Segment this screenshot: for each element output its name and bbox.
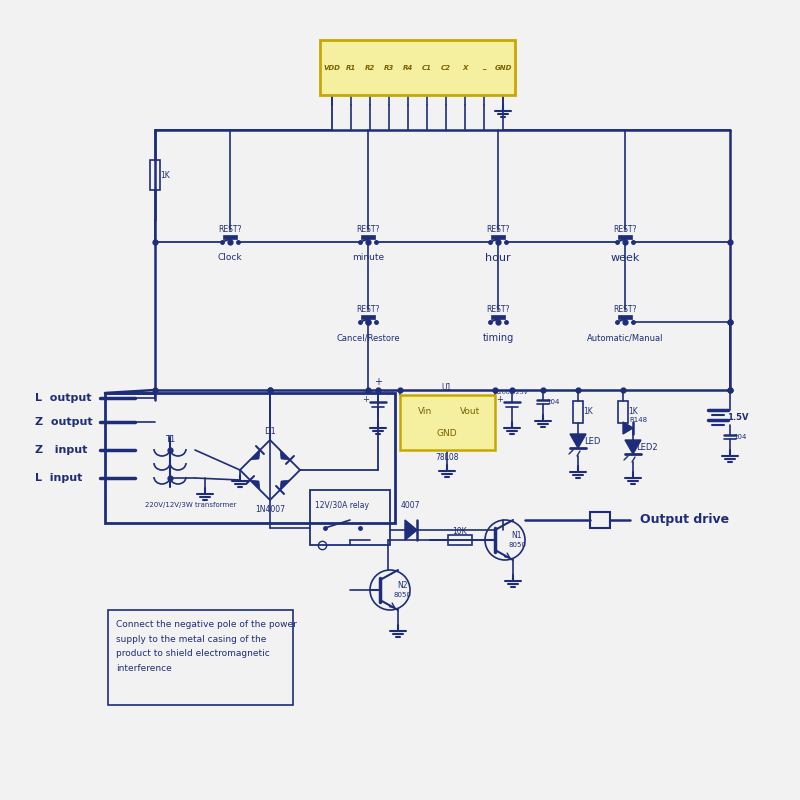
Bar xyxy=(223,235,237,239)
Text: L  input: L input xyxy=(35,473,82,483)
Text: 78L08: 78L08 xyxy=(435,454,458,462)
Bar xyxy=(310,490,390,545)
Bar xyxy=(361,315,375,319)
Text: timing: timing xyxy=(482,333,514,343)
Text: _: _ xyxy=(482,65,486,70)
Text: REST?: REST? xyxy=(218,226,242,234)
Text: D1: D1 xyxy=(264,427,276,437)
Text: 1.5V: 1.5V xyxy=(727,413,749,422)
Text: REST?: REST? xyxy=(614,306,637,314)
Text: Output drive: Output drive xyxy=(640,514,729,526)
Text: R4: R4 xyxy=(403,65,413,70)
Text: Automatic/Manual: Automatic/Manual xyxy=(586,334,663,342)
Text: L  output: L output xyxy=(35,393,91,403)
Bar xyxy=(320,40,515,95)
Text: minute: minute xyxy=(352,254,384,262)
Bar xyxy=(618,401,628,423)
Text: week: week xyxy=(610,253,640,263)
Text: R3: R3 xyxy=(384,65,394,70)
Text: hour: hour xyxy=(485,253,511,263)
Text: 1K: 1K xyxy=(583,407,593,417)
Bar xyxy=(108,610,293,705)
Text: GND: GND xyxy=(437,429,458,438)
Text: Vout: Vout xyxy=(460,406,480,415)
Bar xyxy=(590,512,610,528)
Bar xyxy=(400,395,495,450)
Text: +: + xyxy=(362,394,370,403)
Text: C1: C1 xyxy=(422,65,432,70)
Text: VDD: VDD xyxy=(323,65,341,70)
Text: Vin: Vin xyxy=(418,406,432,415)
Text: Cancel/Restore: Cancel/Restore xyxy=(336,334,400,342)
Text: R148: R148 xyxy=(629,417,647,423)
Text: U1: U1 xyxy=(442,382,452,391)
Text: 104: 104 xyxy=(734,434,746,440)
Text: R1: R1 xyxy=(346,65,356,70)
Text: GND: GND xyxy=(494,65,512,70)
Bar xyxy=(448,535,472,545)
Text: 12V/30A relay: 12V/30A relay xyxy=(315,501,369,510)
Text: 8050: 8050 xyxy=(508,542,526,548)
Text: Z  output: Z output xyxy=(35,417,93,427)
Text: 220V/12V/3W transformer: 220V/12V/3W transformer xyxy=(145,502,236,508)
Polygon shape xyxy=(570,434,586,448)
Text: 1K: 1K xyxy=(628,407,638,417)
Bar xyxy=(105,393,395,523)
Text: +: + xyxy=(374,377,382,387)
Text: Clock: Clock xyxy=(218,254,242,262)
Text: 220uF/25V: 220uF/25V xyxy=(361,390,395,394)
Text: REST?: REST? xyxy=(356,226,380,234)
Text: LED2: LED2 xyxy=(636,442,658,451)
Text: T1: T1 xyxy=(165,435,175,445)
Text: LED: LED xyxy=(584,437,600,446)
Text: 4007: 4007 xyxy=(400,501,420,510)
Text: +: + xyxy=(497,394,503,403)
Text: REST?: REST? xyxy=(486,226,510,234)
Bar xyxy=(491,235,505,239)
Polygon shape xyxy=(280,480,290,490)
Text: X: X xyxy=(462,65,468,70)
Text: 104: 104 xyxy=(546,399,560,405)
Polygon shape xyxy=(405,520,417,540)
Text: 220uF/25V: 220uF/25V xyxy=(495,390,529,394)
Text: N1: N1 xyxy=(512,530,522,539)
Polygon shape xyxy=(625,440,641,454)
Polygon shape xyxy=(250,480,260,490)
Polygon shape xyxy=(280,450,290,460)
Bar xyxy=(361,235,375,239)
Text: C2: C2 xyxy=(441,65,451,70)
Bar xyxy=(618,315,632,319)
Bar xyxy=(618,235,632,239)
Text: 8050: 8050 xyxy=(393,592,411,598)
Text: REST?: REST? xyxy=(486,306,510,314)
Text: Connect the negative pole of the power
supply to the metal casing of the
product: Connect the negative pole of the power s… xyxy=(116,620,297,673)
Text: R2: R2 xyxy=(365,65,375,70)
Text: 1K: 1K xyxy=(160,170,170,179)
Bar xyxy=(573,401,583,423)
Polygon shape xyxy=(623,422,633,434)
Text: REST?: REST? xyxy=(614,226,637,234)
Bar xyxy=(491,315,505,319)
Bar xyxy=(150,160,160,190)
Text: N2: N2 xyxy=(397,581,407,590)
Text: REST?: REST? xyxy=(356,306,380,314)
Text: Z   input: Z input xyxy=(35,445,87,455)
Text: 10K: 10K xyxy=(453,526,467,535)
Text: 1N4007: 1N4007 xyxy=(255,506,285,514)
Polygon shape xyxy=(250,450,260,460)
